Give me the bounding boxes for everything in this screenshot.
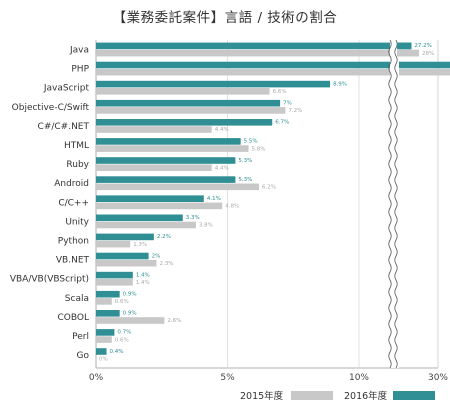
bar-2015 bbox=[96, 259, 157, 267]
category-label: JavaScript bbox=[43, 84, 90, 94]
data-label-2016: 4.1% bbox=[207, 196, 221, 202]
bar-2016 bbox=[96, 214, 183, 222]
category-label: Go bbox=[77, 351, 90, 361]
data-label-2016: 1.4% bbox=[136, 272, 150, 278]
chart-title: 【業務委託案件】言語 / 技術の割合 bbox=[112, 10, 338, 26]
bar-2015 bbox=[96, 317, 165, 324]
data-label-2016: 27.2% bbox=[414, 43, 431, 49]
bar-2016 bbox=[96, 310, 120, 317]
data-label-2016: 2.2% bbox=[157, 234, 171, 240]
data-label-2015: 0.6% bbox=[115, 337, 129, 343]
bar-2016 bbox=[96, 138, 241, 145]
bar-2016 bbox=[96, 252, 149, 260]
legend-label-2015: 2015年度 bbox=[240, 390, 284, 402]
bar-2016 bbox=[96, 348, 107, 355]
bar-2015 bbox=[96, 126, 212, 133]
category-label: C#/C#.NET bbox=[38, 122, 90, 132]
data-label-2016: 2% bbox=[152, 253, 161, 259]
category-label: Java bbox=[69, 46, 89, 56]
data-label-2016: 3.3% bbox=[186, 215, 200, 221]
axis-break-line-right bbox=[394, 39, 398, 369]
bar-2015 bbox=[96, 49, 419, 57]
bar-2016 bbox=[96, 329, 115, 336]
data-label-2015: 7.2% bbox=[288, 108, 302, 114]
bar-2016 bbox=[96, 233, 154, 241]
data-label-2016: 5.3% bbox=[238, 158, 252, 164]
bar-2015 bbox=[96, 164, 212, 171]
data-label-2015: 0% bbox=[99, 356, 108, 362]
category-label: Objective-C/Swift bbox=[12, 103, 90, 113]
data-label-2016: 0.4% bbox=[110, 349, 124, 355]
bar-2015 bbox=[96, 298, 112, 305]
bar-2015 bbox=[96, 336, 112, 343]
data-label-2015: 4.4% bbox=[215, 165, 229, 171]
bar-2015 bbox=[96, 279, 133, 286]
bar-2016 bbox=[96, 99, 281, 107]
category-label: Scala bbox=[65, 294, 89, 304]
data-label-2016: 0.9% bbox=[123, 311, 137, 317]
bar-2015-high-segment bbox=[397, 49, 419, 57]
bar-2015 bbox=[96, 221, 196, 229]
bar-2015 bbox=[96, 240, 131, 248]
data-label-2015: 4.8% bbox=[225, 204, 239, 210]
bar-2016 bbox=[96, 61, 450, 69]
category-label: HTML bbox=[64, 141, 89, 151]
data-label-2015: 3.8% bbox=[199, 223, 213, 229]
data-label-2015: 6.6% bbox=[273, 89, 287, 95]
legend-swatch-2015 bbox=[291, 391, 333, 400]
data-label-2016: 0.9% bbox=[123, 292, 137, 298]
category-label: VBA/VB(VBScript) bbox=[10, 275, 89, 285]
data-label-2015: 1.3% bbox=[133, 242, 147, 248]
bar-2016 bbox=[96, 271, 133, 279]
category-label: Perl bbox=[72, 332, 89, 342]
legend-label-2016: 2016年度 bbox=[344, 390, 388, 402]
bar-2016 bbox=[96, 157, 236, 164]
data-label-2015: 2.6% bbox=[167, 318, 181, 324]
bar-2016 bbox=[96, 195, 204, 202]
x-tick-label: 30% bbox=[428, 373, 448, 383]
category-label: Unity bbox=[65, 217, 89, 227]
data-label-2015: 6.2% bbox=[262, 185, 276, 191]
data-label-2015: 5.8% bbox=[252, 146, 266, 152]
bar-2015 bbox=[96, 202, 223, 210]
data-label-2015: 1.4% bbox=[136, 280, 150, 286]
axis-break-line-left bbox=[388, 39, 392, 369]
axis-break-band bbox=[390, 38, 399, 368]
data-label-2015: 4.4% bbox=[215, 127, 229, 133]
bar-2016 bbox=[96, 42, 412, 50]
data-label-2015: 0.6% bbox=[115, 299, 129, 305]
x-tick-label: 10% bbox=[349, 373, 369, 383]
category-label: COBOL bbox=[58, 313, 89, 323]
data-label-2016: 6.7% bbox=[275, 120, 289, 126]
bar-2016 bbox=[96, 119, 273, 126]
bar-2015 bbox=[96, 107, 286, 114]
bar-2015 bbox=[96, 183, 260, 191]
data-label-2015: 28% bbox=[422, 51, 434, 57]
data-label-2016: 7% bbox=[283, 101, 292, 107]
data-label-2016: 8.9% bbox=[333, 81, 347, 87]
bar-2016 bbox=[96, 80, 331, 88]
data-label-2016: 5.5% bbox=[244, 139, 258, 145]
x-tick-label: 0% bbox=[89, 373, 104, 383]
data-label-2016: 5.3% bbox=[238, 177, 252, 183]
bar-2015 bbox=[96, 88, 270, 95]
category-label: Python bbox=[58, 237, 89, 247]
bar-2016 bbox=[96, 176, 236, 183]
bar-2016-high-segment bbox=[397, 42, 412, 50]
x-tick-label: 5% bbox=[220, 373, 235, 383]
category-label: PHP bbox=[71, 65, 89, 75]
bar-2015 bbox=[96, 68, 450, 76]
data-label-2016: 0.7% bbox=[117, 330, 131, 336]
bar-2015 bbox=[96, 145, 249, 152]
legend-swatch-2016 bbox=[393, 391, 435, 400]
data-label-2015: 2.3% bbox=[159, 261, 173, 267]
category-label: Ruby bbox=[66, 160, 89, 170]
category-label: C/C++ bbox=[58, 198, 89, 208]
category-label: Android bbox=[54, 179, 89, 189]
bar-2016 bbox=[96, 290, 120, 298]
category-label: VB.NET bbox=[56, 256, 90, 266]
